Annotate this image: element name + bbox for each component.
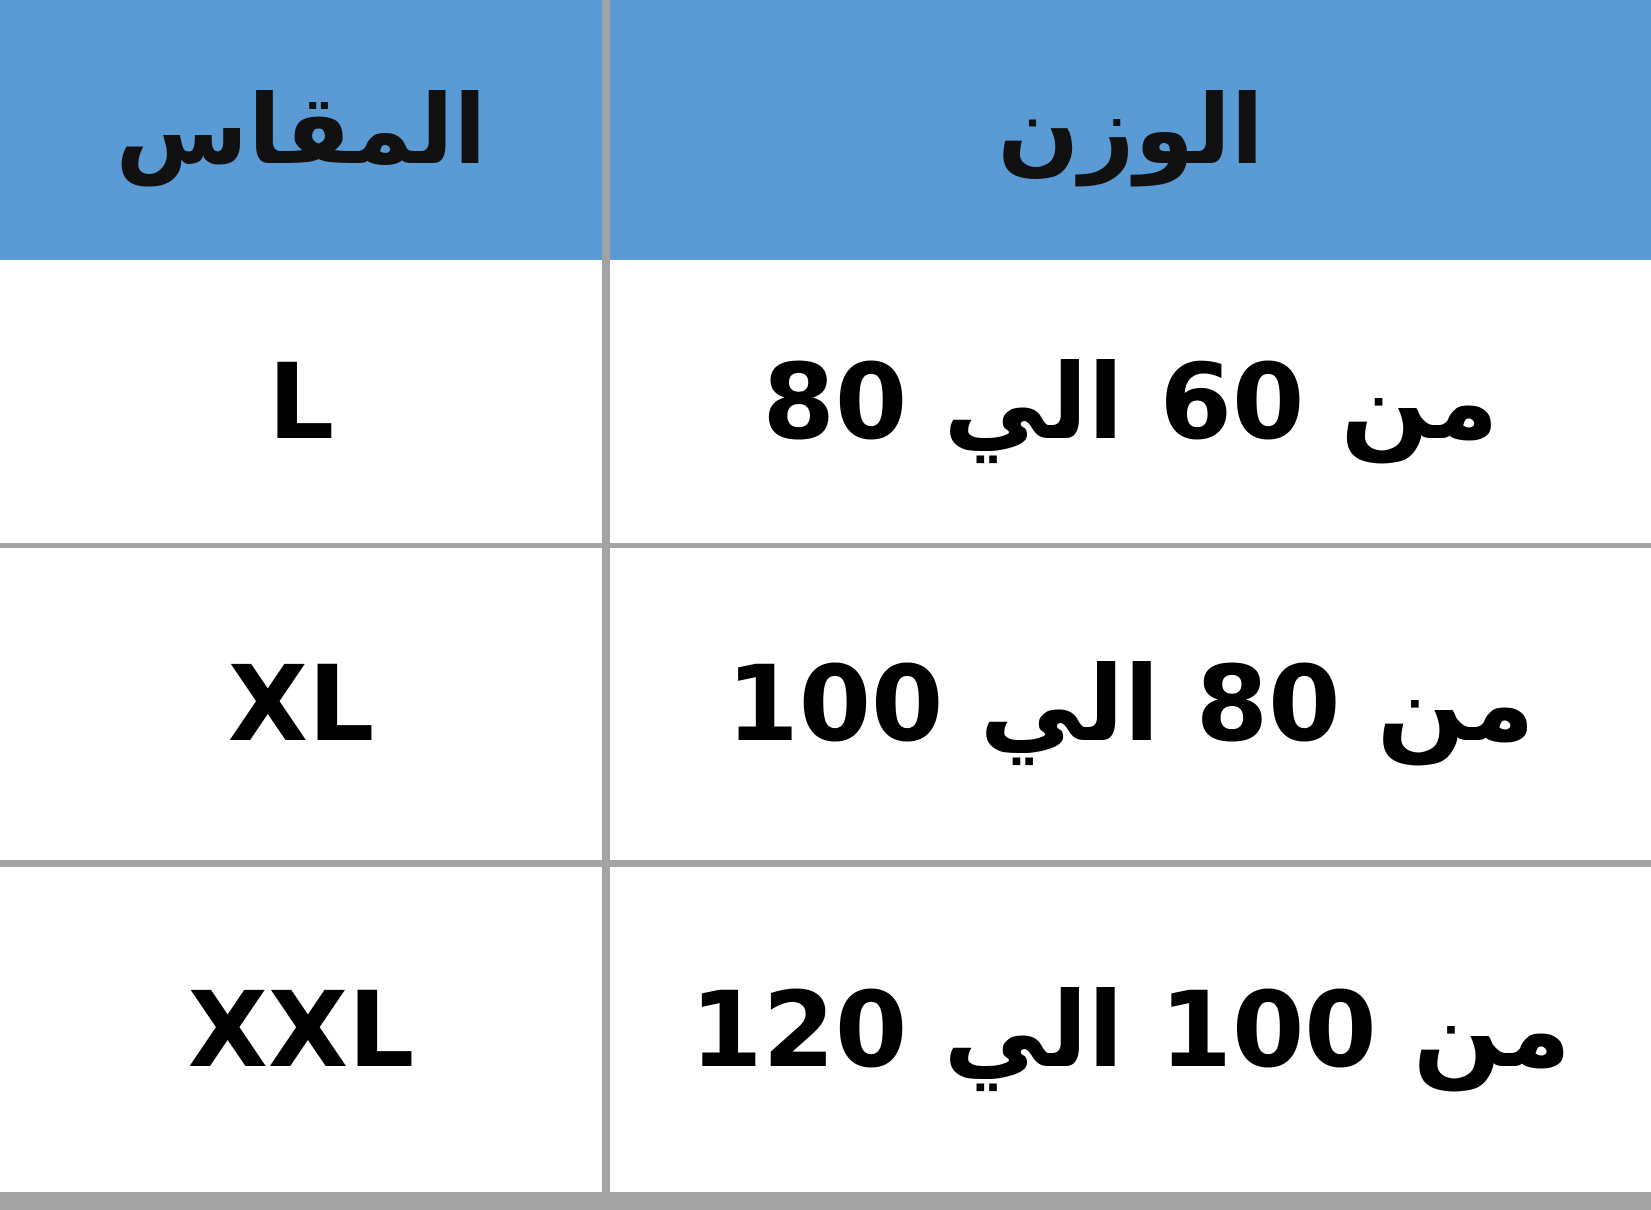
row-1-weight: من 60 الي 80 bbox=[610, 260, 1651, 543]
header-weight: الوزن bbox=[610, 0, 1651, 260]
row-2-weight: من 80 الي 100 bbox=[610, 548, 1651, 860]
row-3-size: XXL bbox=[0, 867, 602, 1192]
row-3-weight: من 100 الي 120 bbox=[610, 867, 1651, 1192]
row-2-size: XL bbox=[0, 548, 602, 860]
row-1-size: L bbox=[0, 260, 602, 543]
header-size: المقاس bbox=[0, 0, 602, 260]
